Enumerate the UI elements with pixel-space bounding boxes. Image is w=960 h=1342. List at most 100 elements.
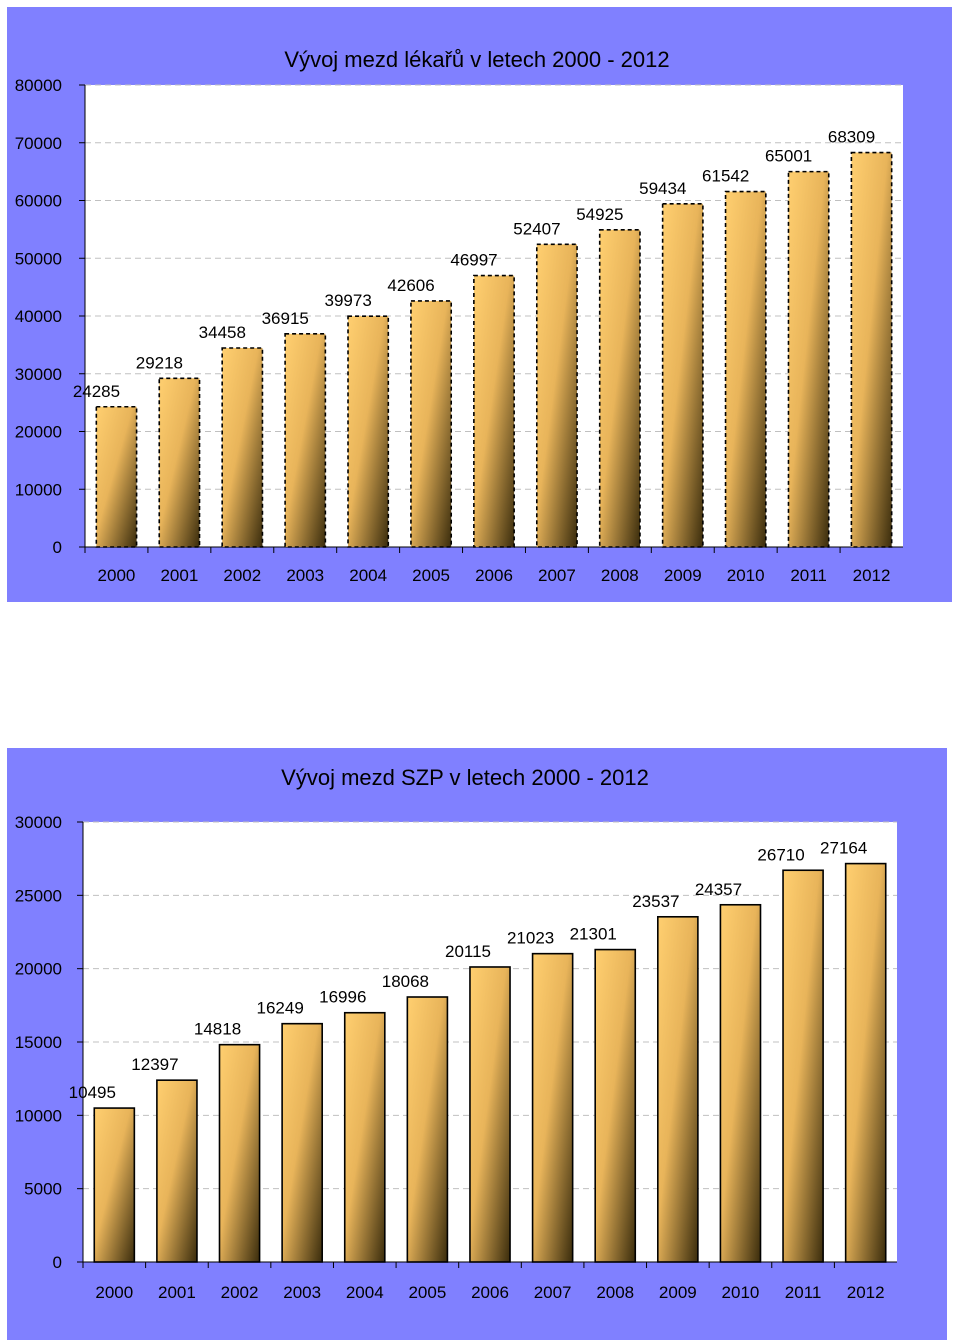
data-label: 10495 [69, 1083, 116, 1102]
y-tick-label: 70000 [15, 134, 62, 153]
x-tick-label: 2007 [538, 566, 576, 585]
data-label: 23537 [632, 892, 679, 911]
chart-lekari: Vývoj mezd lékařů v letech 2000 - 2012 0 1… [7, 7, 952, 602]
data-label: 29218 [136, 353, 183, 372]
x-tick-label: 2010 [727, 566, 765, 585]
bar [782, 869, 824, 1263]
bar [221, 347, 264, 548]
bar [284, 333, 327, 548]
y-tick-label: 0 [53, 1253, 62, 1272]
bar [281, 1022, 323, 1263]
data-label: 27164 [820, 839, 867, 858]
bar [594, 948, 637, 1263]
y-tick-label: 60000 [15, 192, 62, 211]
x-tick-label: 2006 [471, 1283, 509, 1302]
x-tick-label: 2012 [847, 1283, 885, 1302]
bar [158, 377, 201, 548]
chart-lekari-svg: Vývoj mezd lékařů v letech 2000 - 2012 0 1… [15, 47, 903, 585]
bar [473, 274, 515, 548]
x-tick-label: 2005 [412, 566, 450, 585]
data-label: 68309 [828, 128, 875, 147]
x-tick-label: 2003 [283, 1283, 321, 1302]
chart-szp-svg: Vývoj mezd SZP v letech 2000 - 2012 0 5000… [15, 765, 897, 1302]
data-label: 46997 [450, 251, 497, 270]
data-label: 36915 [262, 309, 309, 328]
x-tick-label: 2009 [664, 566, 702, 585]
data-label: 14818 [194, 1020, 241, 1039]
bar [661, 202, 704, 548]
y-tick-label: 0 [53, 538, 62, 557]
x-tick-label: 2012 [853, 566, 891, 585]
x-tick-label: 2009 [659, 1283, 697, 1302]
data-label: 39973 [325, 291, 372, 310]
bar [343, 1011, 386, 1263]
data-label: 61542 [702, 167, 749, 186]
y-tick-label: 40000 [15, 307, 62, 326]
data-label: 59434 [639, 179, 686, 198]
data-label: 16249 [257, 999, 304, 1018]
data-label: 21023 [507, 929, 554, 948]
x-tick-label: 2002 [223, 566, 261, 585]
data-label: 26710 [757, 845, 804, 864]
bar [531, 952, 574, 1263]
x-tick-label: 2011 [785, 1283, 822, 1302]
y-tick-label: 20000 [15, 423, 62, 442]
y-tick-label: 25000 [15, 886, 62, 905]
y-tick-label: 30000 [15, 365, 62, 384]
chart-title: Vývoj mezd lékařů v letech 2000 - 2012 [284, 47, 669, 72]
bar [598, 229, 641, 548]
chart-title: Vývoj mezd SZP v letech 2000 - 2012 [281, 765, 649, 790]
data-label: 24285 [73, 382, 120, 401]
data-label: 18068 [382, 972, 429, 991]
bar [535, 243, 578, 548]
x-tick-label: 2007 [534, 1283, 572, 1302]
data-label: 52407 [513, 219, 560, 238]
y-tick-label: 30000 [15, 813, 62, 832]
bar [787, 170, 830, 548]
x-tick-label: 2000 [95, 1283, 133, 1302]
x-tick-label: 2004 [346, 1283, 384, 1302]
bar [410, 300, 453, 548]
bar [156, 1079, 198, 1263]
x-tick-label: 2001 [158, 1283, 196, 1302]
x-tick-label: 2005 [408, 1283, 446, 1302]
x-tick-label: 2010 [722, 1283, 760, 1302]
x-tick-label: 2011 [790, 566, 827, 585]
bar [724, 190, 767, 548]
data-label: 21301 [570, 925, 617, 944]
data-label: 54925 [576, 205, 623, 224]
data-label: 42606 [387, 276, 434, 295]
chart-szp: Vývoj mezd SZP v letech 2000 - 2012 0 5000… [7, 748, 947, 1340]
bar [218, 1043, 261, 1263]
y-tick-label: 50000 [15, 249, 62, 268]
x-tick-label: 2001 [160, 566, 198, 585]
bar [844, 862, 887, 1263]
y-tick-label: 15000 [15, 1033, 62, 1052]
data-label: 12397 [131, 1055, 178, 1074]
data-label: 65001 [765, 147, 812, 166]
x-tick-label: 2000 [98, 566, 136, 585]
y-tick-label: 20000 [15, 960, 62, 979]
bar [347, 315, 390, 548]
y-tick-label: 10000 [15, 1106, 62, 1125]
bar [406, 996, 449, 1263]
x-tick-label: 2002 [221, 1283, 259, 1302]
x-tick-label: 2008 [596, 1283, 634, 1302]
y-tick-label: 10000 [15, 480, 62, 499]
x-tick-label: 2003 [286, 566, 324, 585]
x-tick-label: 2004 [349, 566, 387, 585]
bar [95, 405, 138, 548]
y-tick-label: 80000 [15, 76, 62, 95]
data-label: 34458 [199, 323, 246, 342]
bar [93, 1107, 136, 1263]
x-tick-label: 2006 [475, 566, 513, 585]
y-tick-label: 5000 [24, 1180, 62, 1199]
bar [850, 151, 893, 548]
data-label: 20115 [445, 942, 491, 961]
bar [469, 966, 511, 1263]
data-label: 16996 [319, 988, 366, 1007]
bar [719, 903, 762, 1263]
x-tick-label: 2008 [601, 566, 639, 585]
bar [657, 915, 699, 1263]
data-label: 24357 [695, 880, 742, 899]
